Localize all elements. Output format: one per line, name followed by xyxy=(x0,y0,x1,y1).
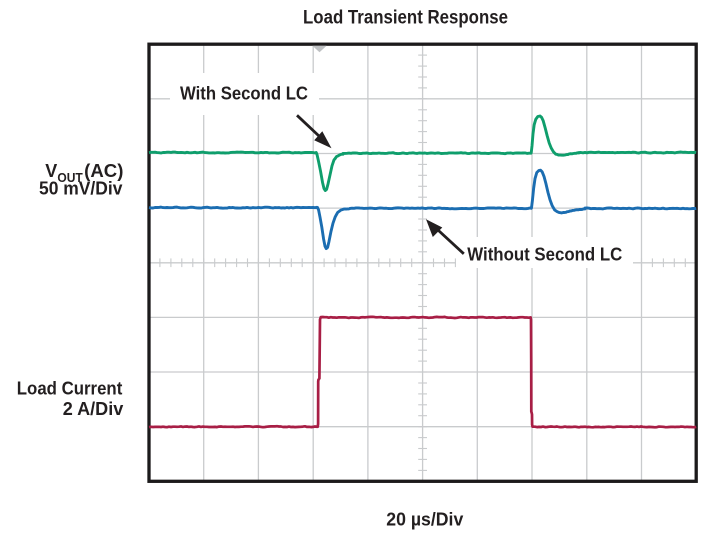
svg-text:OUT: OUT xyxy=(57,170,82,185)
svg-text:(AC): (AC) xyxy=(84,160,123,181)
svg-text:2 A/Div: 2 A/Div xyxy=(63,398,124,419)
svg-text:With Second LC: With Second LC xyxy=(180,83,308,104)
svg-text:V: V xyxy=(45,160,58,181)
svg-text:50 mV/Div: 50 mV/Div xyxy=(39,178,123,199)
svg-text:20 µs/Div: 20 µs/Div xyxy=(386,508,464,529)
svg-text:Load Transient Response: Load Transient Response xyxy=(303,6,508,28)
svg-text:Without Second LC: Without Second LC xyxy=(467,243,622,264)
svg-text:Load Current: Load Current xyxy=(17,377,123,398)
